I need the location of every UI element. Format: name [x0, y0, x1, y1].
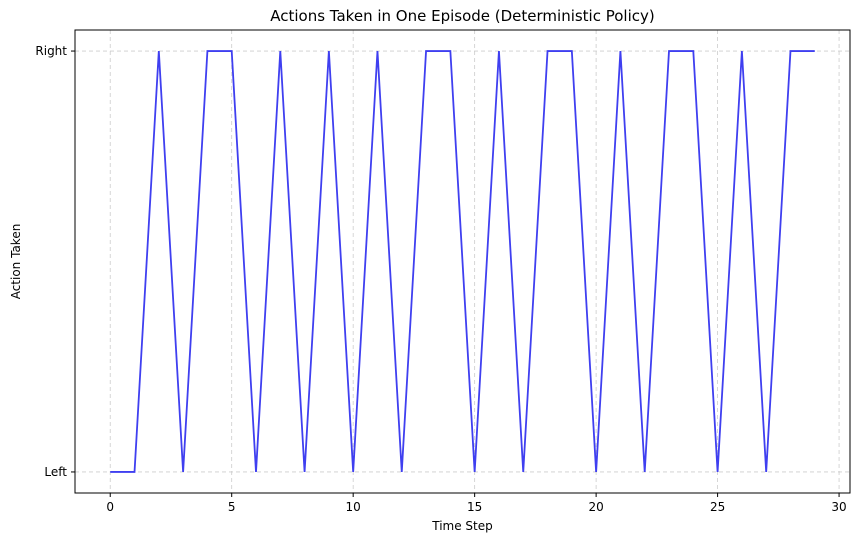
x-tick-label: 20	[588, 500, 603, 514]
series-line	[110, 50, 815, 473]
grid	[75, 30, 850, 493]
y-tick-label: Left	[44, 465, 67, 479]
y-tick-label: Right	[35, 44, 67, 58]
x-tick-label: 5	[228, 500, 236, 514]
y-axis-label: Action Taken	[9, 224, 23, 300]
plot-area-frame	[74, 29, 851, 494]
ticks: 0 5 10 15 20 25 30 Left Right	[35, 44, 846, 514]
series-layer	[110, 50, 815, 473]
x-tick-label: 25	[710, 500, 725, 514]
x-tick-label: 10	[346, 500, 361, 514]
x-tick-label: 30	[831, 500, 846, 514]
x-tick-label: 15	[467, 500, 482, 514]
x-axis-label: Time Step	[431, 519, 493, 533]
x-tick-label: 0	[106, 500, 114, 514]
chart-title: Actions Taken in One Episode (Determinis…	[270, 7, 655, 25]
